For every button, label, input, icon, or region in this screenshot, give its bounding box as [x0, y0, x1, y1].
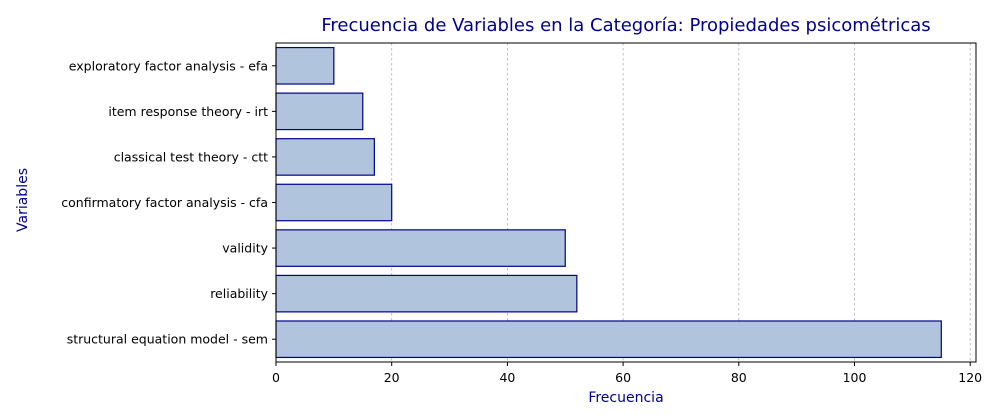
bar: [275, 183, 393, 222]
bar: [275, 46, 335, 85]
x-tick-label: 100: [843, 370, 867, 385]
y-category-label: item response theory - irt: [108, 104, 268, 119]
bar: [275, 138, 375, 176]
y-axis-label: Variables: [15, 168, 31, 232]
x-axis-label: Frecuencia: [588, 390, 663, 406]
y-category-label: validity: [222, 241, 268, 256]
x-tick-label: 120: [958, 370, 982, 385]
bar: [275, 229, 566, 267]
chart-title: Frecuencia de Variables en la Categoría:…: [321, 15, 930, 36]
bars: [275, 46, 942, 359]
gridlines: [391, 43, 971, 362]
bar: [275, 320, 942, 359]
y-category-label: reliability: [210, 286, 268, 301]
x-tick-label: 80: [731, 370, 747, 385]
y-axis-category-labels: structural equation model - sem reliabili…: [61, 58, 276, 347]
x-axis-ticks: 0 20 40 60 80 100 120: [272, 362, 982, 385]
bar: [275, 274, 578, 313]
y-category-label: structural equation model - sem: [67, 332, 268, 347]
y-category-label: exploratory factor analysis - efa: [69, 58, 268, 73]
x-tick-label: 0: [272, 370, 280, 385]
bar: [275, 92, 364, 131]
y-category-label: confirmatory factor analysis - cfa: [61, 195, 268, 210]
x-tick-label: 60: [615, 370, 631, 385]
x-tick-label: 40: [499, 370, 515, 385]
x-tick-label: 20: [384, 370, 400, 385]
y-category-label: classical test theory - ctt: [114, 149, 268, 164]
